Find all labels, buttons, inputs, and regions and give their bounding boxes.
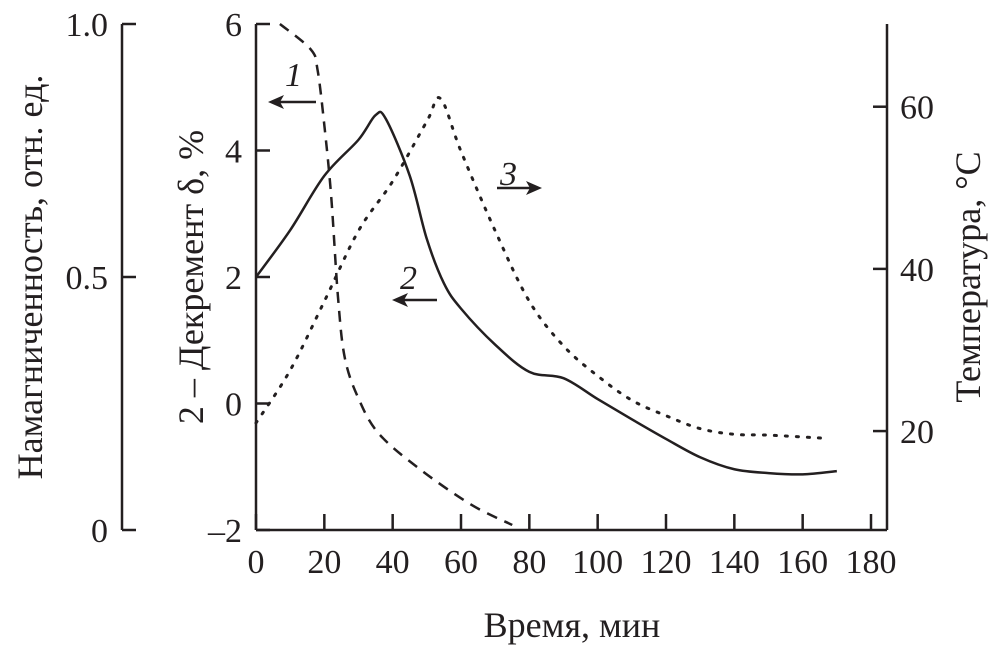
magnetization-tick-label: 1.0 (66, 7, 109, 44)
curve-label-1: 1 (285, 57, 302, 94)
x-tick-label: 120 (641, 544, 692, 581)
temperature-tick-label: 60 (900, 90, 934, 127)
decrement-tick-label: 0 (225, 387, 242, 424)
x-tick-label: 60 (444, 544, 478, 581)
series-line-3 (254, 96, 829, 440)
decrement-axis-title: 2 – Декремент δ, % (171, 130, 211, 424)
x-tick-label: 160 (777, 544, 828, 581)
magnetization-axis-title: Намагниченность, отн. ед. (10, 75, 50, 480)
x-tick-label: 180 (846, 544, 897, 581)
series-line-1 (279, 23, 513, 527)
x-tick-label: 20 (307, 544, 341, 581)
x-tick-label: 140 (709, 544, 760, 581)
x-tick-label: 100 (572, 544, 623, 581)
x-tick-label: 80 (512, 544, 546, 581)
arrow-right-icon (497, 181, 542, 195)
ticks: 0 20 40 60 80 100 120 140 160 1801.00.506420–2604… (66, 7, 935, 581)
decrement-tick-label: 6 (225, 7, 242, 44)
decrement-tick-label: 4 (225, 134, 242, 171)
curve-label-2: 2 (400, 260, 417, 297)
series-line-2 (254, 110, 837, 476)
curve-label-3: 3 (499, 156, 517, 193)
x-tick-label: 0 (248, 544, 265, 581)
decrement-tick-label: –2 (207, 513, 242, 550)
x-axis-title: Время, мин (484, 605, 661, 645)
arrow-left-icon (392, 293, 437, 307)
curves (254, 23, 837, 527)
x-tick-label: 40 (376, 544, 410, 581)
magnetization-tick-label: 0 (91, 513, 108, 550)
temperature-axis-title: Температура, °C (948, 151, 988, 402)
magnetization-tick-label: 0.5 (66, 260, 109, 297)
temperature-tick-label: 40 (900, 252, 934, 289)
temperature-tick-label: 20 (900, 414, 934, 451)
decrement-tick-label: 2 (225, 260, 242, 297)
arrow-left-icon (268, 95, 316, 109)
